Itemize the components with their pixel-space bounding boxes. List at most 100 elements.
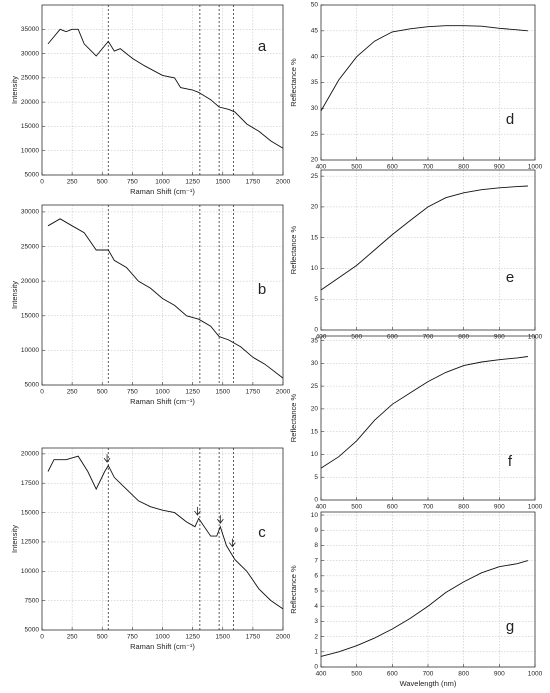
y-tick-label: 15000 — [21, 509, 39, 516]
x-tick-label: 500 — [97, 179, 108, 186]
y-tick-label: 10 — [311, 451, 319, 458]
y-tick-label: 15000 — [21, 312, 39, 319]
y-tick-label: 35000 — [21, 26, 39, 33]
y-tick-label: 30 — [311, 360, 319, 367]
x-tick-label: 1000 — [528, 671, 543, 678]
y-axis-label: Reflectance % — [289, 58, 298, 107]
x-tick-label: 250 — [67, 179, 78, 186]
x-tick-label: 1250 — [185, 389, 200, 396]
y-tick-label: 25000 — [21, 75, 39, 82]
plot-frame — [320, 4, 536, 161]
y-tick-label: 6 — [314, 573, 318, 580]
data-line — [47, 28, 284, 149]
y-axis-label: Intensity — [10, 281, 19, 309]
arrow — [229, 538, 236, 548]
y-axis-label: Reflectance % — [289, 393, 298, 442]
x-tick-label: 250 — [67, 389, 78, 396]
panel-label: a — [258, 38, 267, 55]
y-tick-label: 45 — [311, 28, 319, 35]
panel-label: b — [258, 281, 266, 298]
y-tick-label: 20000 — [21, 451, 39, 458]
plot-frame — [41, 447, 284, 631]
x-tick-label: 400 — [316, 504, 327, 511]
data-line — [320, 560, 529, 657]
y-tick-label: 0 — [314, 327, 318, 334]
data-line — [47, 455, 284, 610]
x-tick-label: 900 — [494, 504, 505, 511]
x-tick-label: 1750 — [246, 634, 261, 641]
x-tick-label: 2000 — [276, 389, 291, 396]
x-tick-label: 500 — [97, 389, 108, 396]
x-tick-label: 800 — [458, 671, 469, 678]
data-line — [320, 25, 528, 112]
x-tick-label: 1500 — [216, 389, 231, 396]
data-line — [320, 356, 528, 469]
arrow — [194, 506, 201, 516]
x-axis-label: Raman Shift (cm⁻¹) — [130, 187, 195, 196]
y-axis-label: Reflectance % — [289, 225, 298, 274]
y-tick-label: 40 — [311, 53, 319, 60]
data-line — [47, 218, 284, 379]
x-tick-label: 750 — [127, 179, 138, 186]
x-tick-label: 600 — [387, 504, 398, 511]
x-tick-label: 600 — [387, 671, 398, 678]
arrow — [217, 515, 224, 524]
x-tick-label: 700 — [423, 671, 434, 678]
y-tick-label: 12500 — [21, 539, 39, 546]
y-tick-label: 30000 — [21, 209, 39, 216]
y-tick-label: 15000 — [21, 123, 39, 130]
y-tick-label: 25 — [311, 383, 319, 390]
y-tick-label: 30 — [311, 105, 319, 112]
y-tick-label: 15 — [311, 428, 319, 435]
x-tick-label: 1000 — [155, 179, 170, 186]
x-tick-label: 0 — [40, 634, 44, 641]
y-tick-label: 50 — [311, 2, 319, 9]
x-tick-label: 1000 — [155, 634, 170, 641]
x-tick-label: 1750 — [246, 179, 261, 186]
y-tick-label: 15 — [311, 234, 319, 241]
x-tick-label: 1000 — [155, 389, 170, 396]
x-tick-label: 500 — [351, 164, 362, 171]
data-line — [320, 185, 528, 291]
x-tick-label: 400 — [316, 164, 327, 171]
x-axis-label: Raman Shift (cm⁻¹) — [130, 642, 195, 651]
y-tick-label: 0 — [314, 497, 318, 504]
y-tick-label: 5000 — [25, 627, 40, 634]
panel-label: g — [506, 618, 514, 635]
x-tick-label: 0 — [40, 389, 44, 396]
y-tick-label: 1 — [314, 649, 318, 656]
x-tick-label: 750 — [127, 389, 138, 396]
y-tick-label: 3 — [314, 618, 318, 625]
y-tick-label: 20 — [311, 204, 319, 211]
plot-frame — [320, 335, 536, 501]
plot-frame — [320, 511, 536, 668]
y-tick-label: 35 — [311, 79, 319, 86]
y-tick-label: 4 — [314, 603, 318, 610]
y-tick-label: 5 — [314, 474, 318, 481]
y-tick-label: 20000 — [21, 278, 39, 285]
y-tick-label: 20 — [311, 406, 319, 413]
x-tick-label: 700 — [423, 164, 434, 171]
panel-label: e — [506, 269, 514, 286]
x-tick-label: 2000 — [276, 179, 291, 186]
x-tick-label: 1250 — [185, 179, 200, 186]
x-tick-label: 800 — [458, 164, 469, 171]
y-tick-label: 25000 — [21, 243, 39, 250]
y-tick-label: 9 — [314, 527, 318, 534]
y-tick-label: 5 — [314, 296, 318, 303]
arrow — [103, 454, 111, 463]
y-tick-label: 25 — [311, 131, 319, 138]
x-tick-label: 900 — [494, 164, 505, 171]
y-tick-label: 10 — [311, 265, 319, 272]
y-tick-label: 17500 — [21, 480, 39, 487]
x-tick-label: 250 — [67, 634, 78, 641]
y-tick-label: 35 — [311, 337, 319, 344]
y-axis-label: Intensity — [10, 76, 19, 104]
plot-frame — [41, 4, 284, 176]
y-axis-label: Reflectance % — [289, 565, 298, 614]
y-tick-label: 20 — [311, 157, 319, 164]
x-tick-label: 500 — [351, 671, 362, 678]
y-tick-label: 10000 — [21, 568, 39, 575]
x-tick-label: 1750 — [246, 389, 261, 396]
